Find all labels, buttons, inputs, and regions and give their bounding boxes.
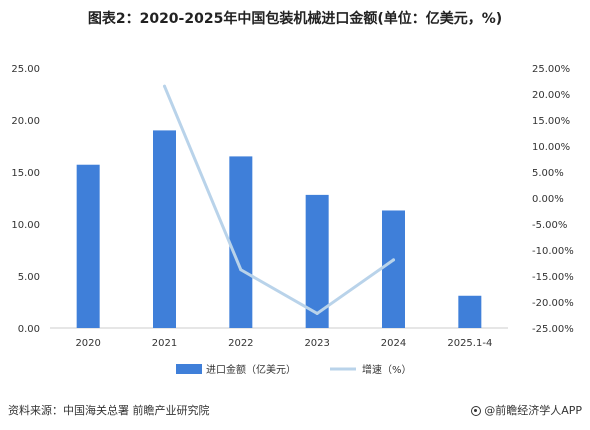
y-right-tick-label: 10.00% (532, 142, 570, 153)
bar-2022 (229, 156, 253, 328)
y-right-tick-label: -5.00% (532, 220, 567, 231)
legend-line-label: 增速（%） (362, 363, 412, 376)
x-tick-label: 2021 (152, 338, 177, 349)
brand-logo-icon (471, 406, 482, 416)
y-right-tick-label: 0.00% (532, 194, 564, 205)
y-left-tick-label: 20.00 (11, 116, 40, 127)
y-left-tick-label: 10.00 (11, 220, 40, 231)
y-right-tick-label: 20.00% (532, 90, 570, 101)
chart-title: 图表2：2020-2025年中国包装机械进口金额(单位：亿美元，%) (87, 11, 503, 27)
growth-point-2023 (315, 311, 319, 315)
y-right-tick-label: -15.00% (532, 272, 574, 283)
legend-bar-swatch (176, 364, 202, 374)
x-tick-label: 2024 (381, 338, 406, 349)
bar-2025.1-4 (458, 295, 482, 328)
bar-2020 (76, 164, 100, 328)
y-right-tick-label: -20.00% (532, 298, 574, 309)
y-left-tick-label: 15.00 (11, 168, 40, 179)
y-right-tick-label: 25.00% (532, 64, 570, 75)
x-tick-label: 2023 (304, 338, 329, 349)
legend-bar-label: 进口金额（亿美元） (206, 363, 296, 376)
growth-point-2021 (163, 84, 166, 88)
bar-2023 (305, 194, 329, 328)
brand-label: @前瞻经济学人APP (471, 402, 582, 418)
y-right-tick-label: 5.00% (532, 168, 564, 179)
source-note: 资料来源：中国海关总署 前瞻产业研究院 (8, 404, 210, 417)
growth-point-2024 (392, 258, 395, 262)
growth-point-2022 (239, 268, 243, 272)
growth-line (163, 84, 395, 315)
y-left-tick-label: 0.00 (18, 324, 40, 335)
y-left-tick-label: 25.00 (11, 64, 40, 75)
y-right-tick-label: -25.00% (532, 324, 574, 335)
x-tick-label: 2022 (228, 338, 253, 349)
bar-2024 (382, 210, 405, 328)
x-tick-label: 2025.1-4 (447, 338, 492, 349)
bar-2021 (153, 130, 176, 328)
brand-text: @前瞻经济学人APP (484, 404, 582, 417)
y-right-tick-label: 15.00% (532, 116, 570, 127)
x-tick-label: 2020 (75, 338, 100, 349)
y-left-tick-label: 5.00 (18, 272, 40, 283)
y-right-tick-label: -10.00% (532, 246, 574, 257)
